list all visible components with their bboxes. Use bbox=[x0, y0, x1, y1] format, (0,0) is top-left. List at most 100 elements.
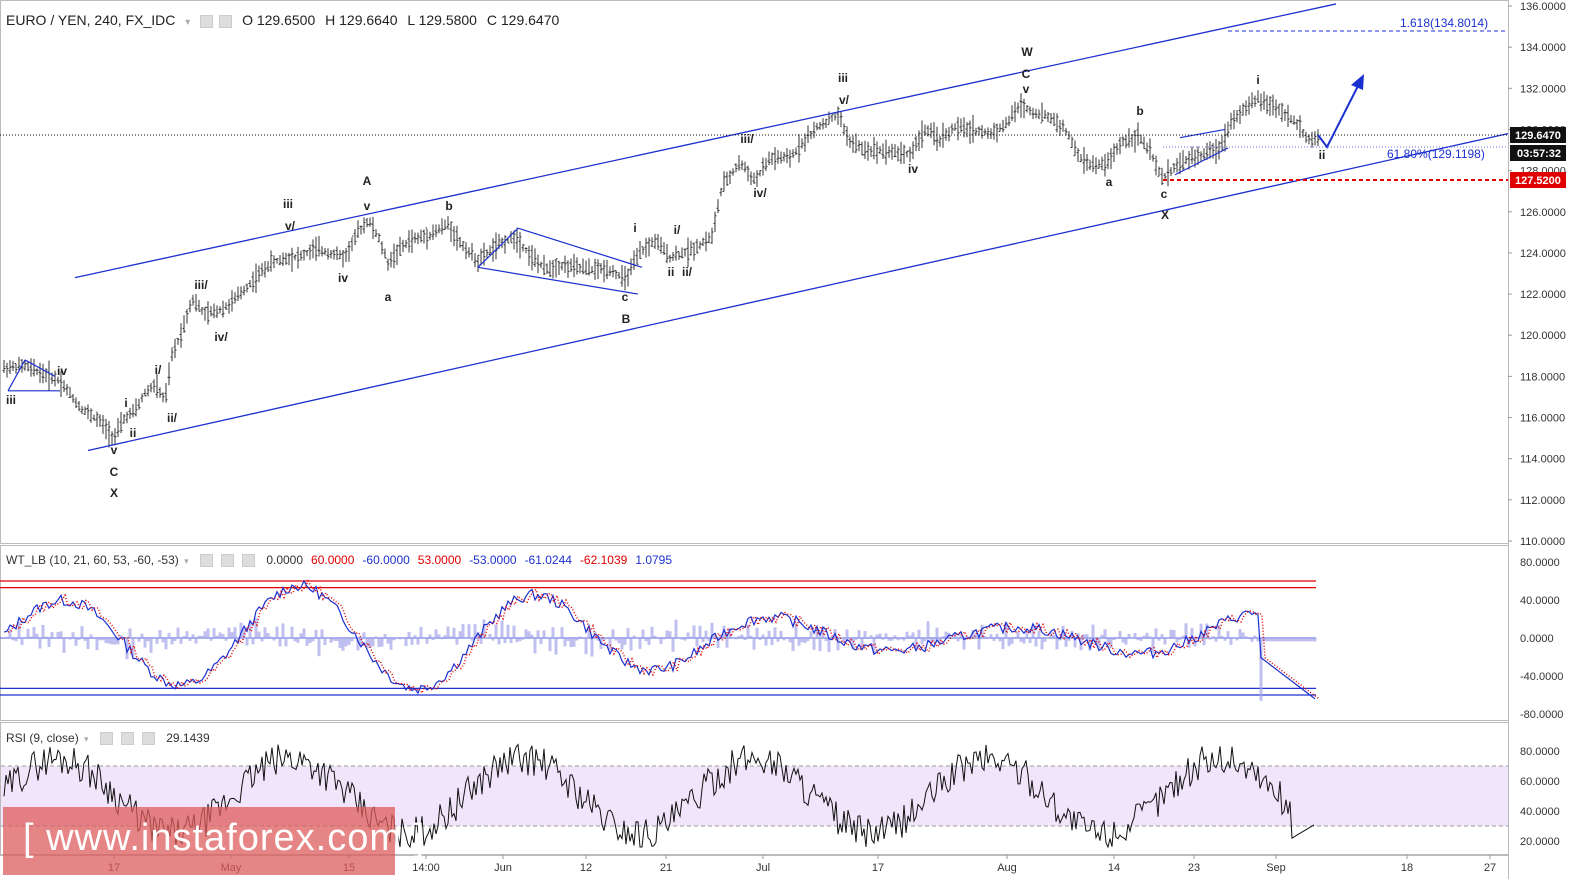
wt-hist-bar bbox=[17, 621, 21, 638]
wt-hist-bar bbox=[965, 636, 969, 638]
wt-hist-bar bbox=[533, 638, 537, 654]
wt-hist-bar bbox=[1226, 631, 1230, 638]
wave-label: v bbox=[1023, 82, 1030, 96]
wave-label: iv bbox=[338, 271, 348, 285]
time-tick-label: 12 bbox=[580, 862, 592, 874]
wt-hist-bar bbox=[809, 631, 813, 638]
price-axis[interactable]: 110.0000 112.0000 114.0000 116.0000 118.0000… bbox=[1508, 1, 1566, 548]
wt-hist-bar bbox=[83, 638, 87, 641]
wt-hist-bar bbox=[1223, 638, 1227, 641]
wt-hist-bar bbox=[320, 629, 324, 638]
wt-hist-bar bbox=[1166, 637, 1170, 638]
settings-icon[interactable] bbox=[120, 732, 134, 746]
wave-label: i/ bbox=[674, 223, 681, 237]
wt-hist-bar bbox=[209, 638, 213, 641]
current-price-text: 129.6470 bbox=[1515, 130, 1561, 142]
channel-lower-line bbox=[87, 132, 1509, 452]
settings-icon[interactable] bbox=[219, 14, 233, 28]
wt-hist-bar bbox=[992, 638, 996, 641]
wt-hist-bar bbox=[725, 638, 729, 648]
pattern-line bbox=[7, 359, 26, 392]
chevron-down-icon[interactable]: ▾ bbox=[84, 734, 89, 744]
wt-hist-bar bbox=[227, 627, 231, 638]
wave-label: ii/ bbox=[167, 411, 178, 425]
wt-hist-bar bbox=[1265, 638, 1269, 642]
wt-hist-bar bbox=[143, 638, 147, 648]
wt-hist-bar bbox=[329, 638, 333, 643]
wt-hist-bar bbox=[35, 633, 39, 638]
wt-hist-bar bbox=[818, 638, 822, 652]
wt-hist-bar bbox=[68, 638, 72, 640]
wt-hist-bar bbox=[311, 638, 315, 642]
wt-hist-bar bbox=[1229, 638, 1233, 645]
wt-hist-bar bbox=[113, 638, 117, 645]
rsi-header: RSI (9, close) ▾ 29.1439 bbox=[6, 731, 218, 746]
wt-tick-label: 0.0000 bbox=[1520, 633, 1554, 645]
wt-hist-bar bbox=[914, 638, 918, 649]
wt-hist-bar bbox=[1100, 634, 1104, 638]
wt-hist-bar bbox=[479, 638, 483, 644]
wt-hist-bar bbox=[995, 633, 999, 638]
eye-icon[interactable] bbox=[99, 732, 113, 746]
wt-hist-bar bbox=[305, 638, 309, 646]
wt-hist-bar bbox=[473, 624, 477, 638]
wt-hist-bar bbox=[1121, 638, 1125, 643]
wave-label: ii bbox=[1319, 148, 1326, 162]
wt-axis[interactable]: 80.0000 40.0000 0.0000 -40.0000 -80.0000 bbox=[1520, 557, 1563, 721]
eye-icon[interactable] bbox=[200, 14, 214, 28]
wt-hist-bar bbox=[1034, 638, 1038, 647]
time-tick-label: Sep bbox=[1266, 862, 1286, 874]
wt-hist-bar bbox=[296, 638, 300, 643]
wt-hist-bar bbox=[794, 622, 798, 638]
eye-icon[interactable] bbox=[199, 554, 213, 568]
wt-hist-bar bbox=[515, 638, 519, 643]
ohlc-close: C 129.6470 bbox=[486, 12, 560, 28]
wt-hist-bar bbox=[1040, 638, 1044, 650]
wt-value: -61.0244 bbox=[524, 553, 572, 567]
settings-icon[interactable] bbox=[220, 554, 234, 568]
wt-label[interactable]: WT_LB (10, 21, 60, 53, -60, -53) bbox=[6, 553, 179, 567]
wave-label: X bbox=[1161, 208, 1169, 222]
wt-pane-border bbox=[0, 545, 1509, 721]
wt-hist-bar bbox=[1235, 638, 1239, 641]
wt-hist-bar bbox=[251, 638, 255, 645]
wt-hist-bar bbox=[5, 636, 9, 638]
pattern-line bbox=[477, 266, 639, 295]
wt-hist-bar bbox=[371, 638, 375, 647]
wt-hist-bar bbox=[893, 635, 897, 638]
wt-hist-bar bbox=[1013, 636, 1017, 638]
wave-label: b bbox=[1136, 104, 1143, 118]
wt-hist-bar bbox=[866, 638, 870, 640]
wt-hist-bar bbox=[335, 638, 339, 642]
symbol-title[interactable]: EURO / YEN, 240, FX_IDC bbox=[6, 12, 176, 28]
wt-hist-bar bbox=[1154, 628, 1158, 638]
wt-hist-bar bbox=[1025, 631, 1029, 638]
wt-hist-bar bbox=[932, 638, 936, 643]
wt-hist-bar bbox=[1082, 634, 1086, 638]
chevron-down-icon[interactable]: ▾ bbox=[184, 556, 189, 566]
wt-hist-bar bbox=[191, 634, 195, 638]
wt-hist-bar bbox=[911, 632, 915, 638]
wt-hist-bar bbox=[650, 626, 654, 638]
wt-hist-bar bbox=[224, 638, 228, 641]
wt-hist-bar bbox=[341, 638, 345, 651]
wt-hist-bar bbox=[713, 634, 717, 638]
wt-hist-bar bbox=[812, 638, 816, 650]
rsi-label[interactable]: RSI (9, close) bbox=[6, 731, 79, 745]
rsi-axis[interactable]: 80.0000 60.0000 40.0000 20.0000 bbox=[1520, 746, 1560, 848]
wave-label: v/ bbox=[839, 93, 850, 107]
wt-hist-bar bbox=[59, 631, 63, 638]
close-icon[interactable] bbox=[241, 554, 255, 568]
chevron-down-icon[interactable]: ▾ bbox=[185, 17, 191, 28]
wt-hist-bar bbox=[1205, 623, 1209, 638]
wt-hist-bar bbox=[788, 638, 792, 643]
wt-hist-bar bbox=[107, 638, 111, 644]
wt-hist-bar bbox=[299, 633, 303, 638]
wt-hist-bar bbox=[1190, 628, 1194, 638]
wt-header: WT_LB (10, 21, 60, 53, -60, -53) ▾ 0.000… bbox=[6, 553, 688, 568]
close-icon[interactable] bbox=[141, 732, 155, 746]
wt-hist-bar bbox=[359, 638, 363, 646]
rsi-value: 29.1439 bbox=[166, 731, 210, 745]
time-tick-label: 17 bbox=[872, 862, 884, 874]
wt-hist-bar bbox=[644, 638, 648, 642]
